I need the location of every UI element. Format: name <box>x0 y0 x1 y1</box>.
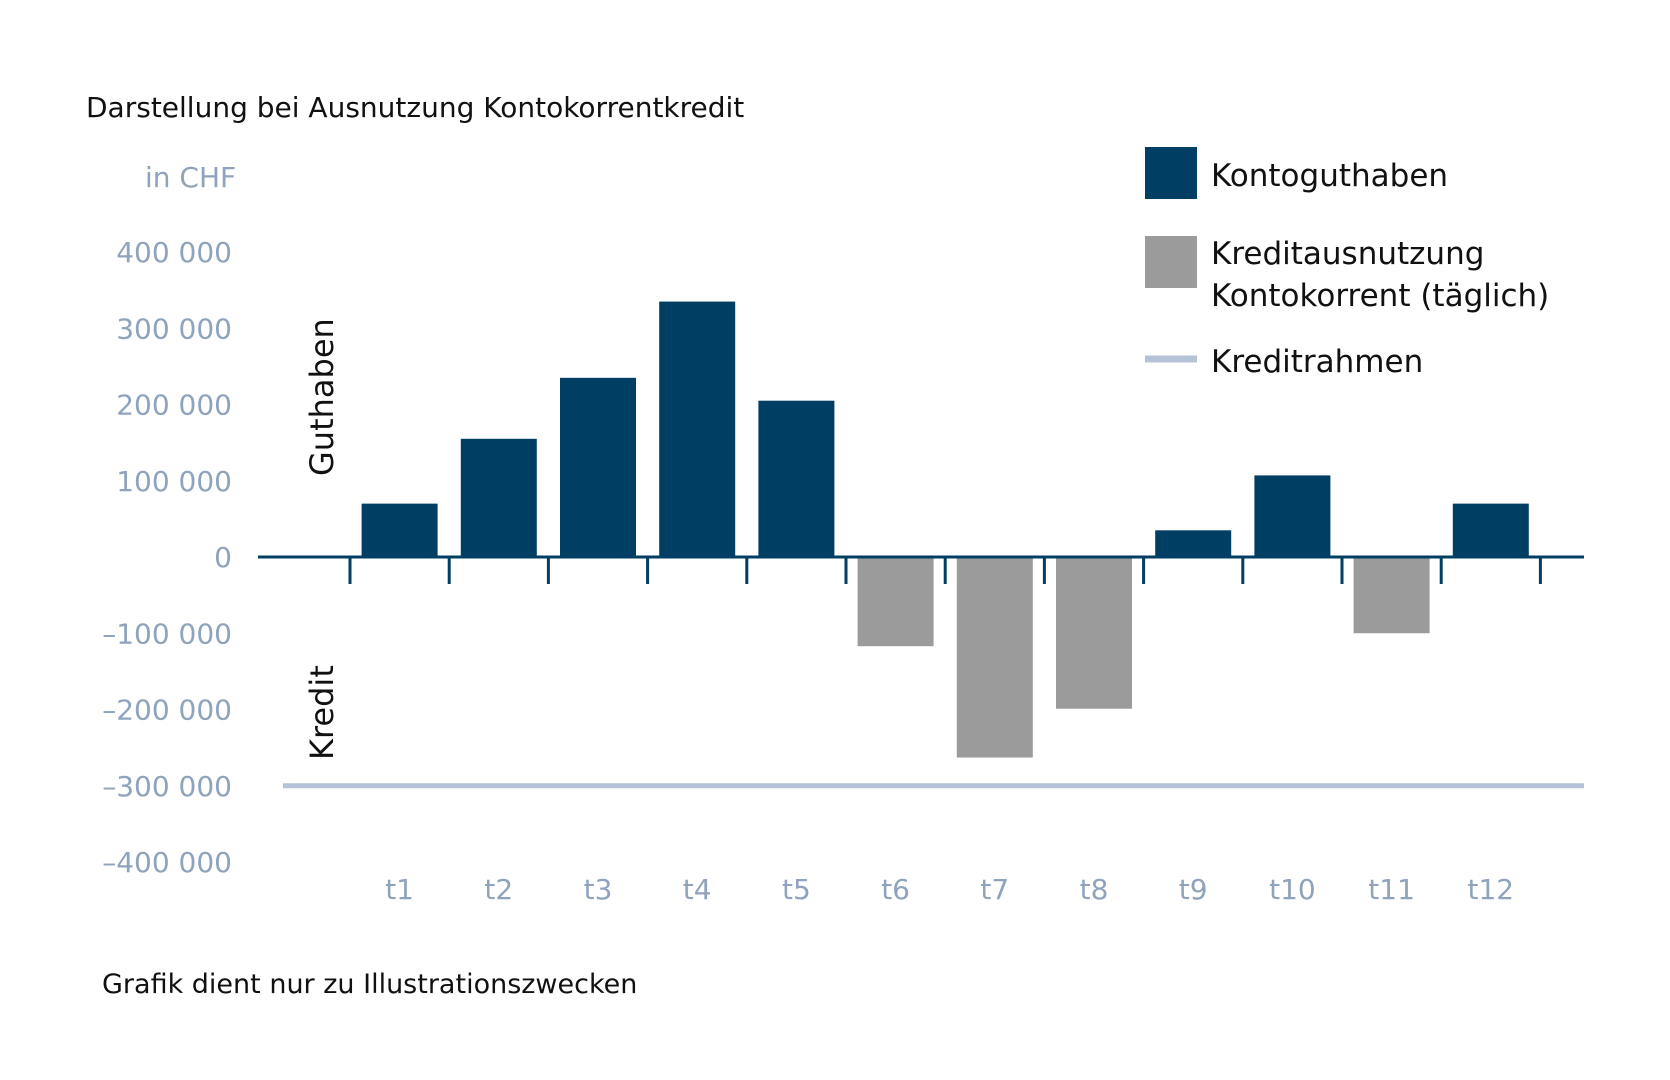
y-tick-label: 0 <box>214 541 232 574</box>
y-tick-label: 200 000 <box>116 389 232 422</box>
x-tick-label: t9 <box>1179 873 1208 906</box>
x-tick-label: t12 <box>1467 873 1514 906</box>
y-tick-label: –400 000 <box>102 846 232 879</box>
y-tick-label: –100 000 <box>102 617 232 650</box>
bar-kreditausnutzung <box>1353 557 1430 634</box>
bar-kontoguthaben <box>1452 503 1529 557</box>
bars <box>361 301 1529 758</box>
x-tick-label: t3 <box>584 873 613 906</box>
x-tick-label: t10 <box>1269 873 1316 906</box>
bar-kontoguthaben <box>560 377 636 557</box>
bar-kontoguthaben <box>1155 530 1232 557</box>
footnote: Grafik dient nur zu Illustrationszwecken <box>102 969 637 1000</box>
legend-swatch-kontoguthaben <box>1145 147 1197 199</box>
x-tick-label: t1 <box>385 873 414 906</box>
x-tick-label: t11 <box>1368 873 1415 906</box>
legend-label-kreditausnutzung-line1: Kreditausnutzung <box>1211 236 1484 272</box>
x-tick-label: t5 <box>782 873 811 906</box>
region-label-guthaben: Guthaben <box>303 318 341 476</box>
x-tick-label: t4 <box>683 873 712 906</box>
y-tick-label: 400 000 <box>116 236 232 269</box>
chart-title: Darstellung bei Ausnutzung Kontokorrentk… <box>86 91 744 124</box>
bar-kontoguthaben <box>361 503 438 557</box>
region-label-kredit: Kredit <box>303 665 341 760</box>
legend-swatch-kreditausnutzung <box>1145 236 1197 288</box>
legend: Kontoguthaben Kreditausnutzung Kontokorr… <box>1145 147 1549 380</box>
y-tick-label: 300 000 <box>116 312 232 345</box>
bar-kreditausnutzung <box>857 557 934 647</box>
bar-kontoguthaben <box>460 438 537 557</box>
y-tick-label: –200 000 <box>102 694 232 727</box>
legend-label-kreditrahmen: Kreditrahmen <box>1211 344 1423 380</box>
bar-kreditausnutzung <box>1056 557 1132 709</box>
legend-label-kontoguthaben: Kontoguthaben <box>1211 158 1448 194</box>
y-tick-label: 100 000 <box>116 465 232 498</box>
x-axis <box>258 555 1584 584</box>
x-tick-label: t6 <box>881 873 910 906</box>
x-tick-label: t8 <box>1080 873 1109 906</box>
x-tick-label: t7 <box>980 873 1009 906</box>
bar-kreditausnutzung <box>956 557 1033 758</box>
x-axis-tick-labels: t1 t2 t3 t4 t5 t6 t7 t8 t9 t10 t11 t12 <box>385 873 1514 906</box>
bar-kontoguthaben <box>1254 475 1331 557</box>
legend-label-kreditausnutzung-line2: Kontokorrent (täglich) <box>1211 278 1549 314</box>
bar-kontoguthaben <box>659 301 736 557</box>
unit-label: in CHF <box>145 161 236 194</box>
bar-kontoguthaben <box>758 400 835 557</box>
y-axis-ticks: 400 000 300 000 200 000 100 000 0 –100 000 –20… <box>102 236 232 879</box>
y-tick-label: –300 000 <box>102 770 232 803</box>
x-tick-label: t2 <box>484 873 513 906</box>
